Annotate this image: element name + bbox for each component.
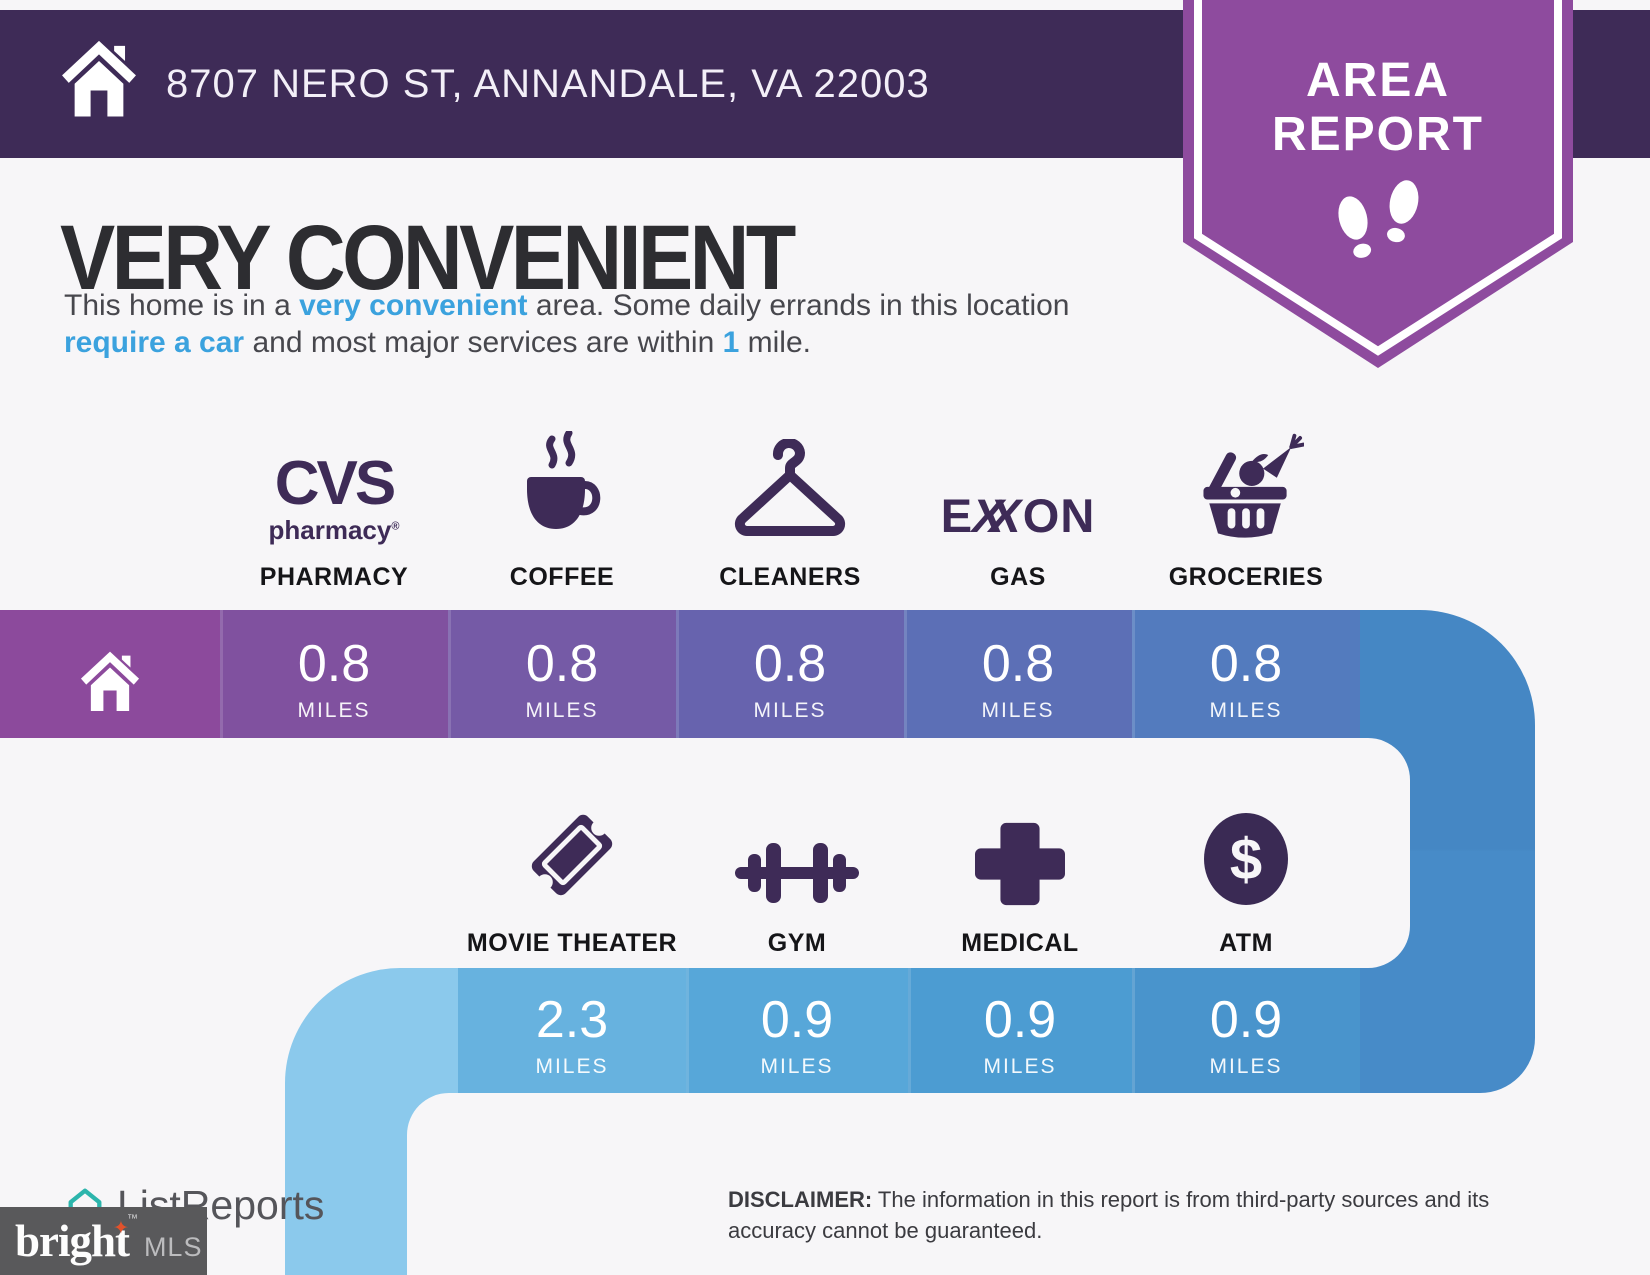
distance-value: 0.9 <box>983 991 1057 1049</box>
badge-title-report: REPORT <box>1272 108 1484 161</box>
desc-highlight-one: 1 <box>722 326 740 359</box>
distance-unit: MILES <box>981 698 1055 722</box>
distance-unit: MILES <box>1209 698 1283 722</box>
area-report-badge: AREA REPORT <box>1183 0 1573 370</box>
svg-text:$: $ <box>1230 827 1262 892</box>
exxon-letter: ON <box>1022 489 1096 542</box>
desc-text: area. Some daily errands in this locatio… <box>527 289 1070 322</box>
amenity-label: GAS <box>990 563 1046 591</box>
distance-unit: MILES <box>525 698 599 722</box>
distance-value: 0.8 <box>525 634 599 693</box>
distance-unit: MILES <box>535 1055 609 1078</box>
amenity-column-pharmacy: CVS pharmacy® PHARMACY <box>224 408 444 592</box>
hanger-icon <box>728 439 852 543</box>
desc-text: and most major services are within <box>244 326 723 359</box>
distance-cell-pharmacy: 0.8 MILES <box>220 610 448 738</box>
distance-cell-movie-theater: 2.3 MILES <box>458 968 686 1093</box>
distance-value: 0.9 <box>760 991 834 1049</box>
amenity-column-groceries: GROCERIES <box>1136 408 1356 592</box>
desc-text: This home is in a <box>64 289 300 322</box>
amenity-column-movie-theater: MOVIE THEATER <box>462 778 682 958</box>
distance-value: 0.8 <box>753 634 827 693</box>
bright-mls-logo: bright ✦ ™ MLS <box>0 1207 207 1275</box>
footprints-icon <box>1338 180 1419 258</box>
bright-wordmark: bright <box>15 1216 130 1266</box>
distance-cell-atm: 0.9 MILES <box>1132 968 1360 1093</box>
desc-highlight-require-a-car: require a car <box>64 326 245 359</box>
amenity-label: MEDICAL <box>961 929 1079 957</box>
coffee-cup-icon <box>519 431 605 543</box>
distance-unit: MILES <box>1209 1055 1283 1078</box>
distance-cell-gas: 0.8 MILES <box>904 610 1132 738</box>
amenity-column-gym: GYM <box>687 778 907 958</box>
distance-value: 0.9 <box>1209 991 1283 1049</box>
amenity-label: ATM <box>1219 929 1273 957</box>
exxon-letter: E <box>940 489 974 542</box>
desc-highlight-very-convenient: very convenient <box>299 289 528 322</box>
cvs-pharmacy-logo: CVS pharmacy® <box>268 449 400 545</box>
distance-value: 2.3 <box>535 991 609 1049</box>
distance-unit: MILES <box>753 698 827 722</box>
dollar-sign-icon: $ <box>1196 809 1296 909</box>
disclaimer-label: DISCLAIMER: <box>728 1187 873 1212</box>
distance-value: 0.8 <box>981 634 1055 693</box>
amenity-column-gas: E X X ON GAS <box>908 408 1128 592</box>
property-address: 8707 NERO ST, ANNANDALE, VA 22003 <box>166 61 930 106</box>
mls-wordmark: MLS <box>143 1231 203 1262</box>
badge-ribbon-shape <box>1183 0 1573 368</box>
amenity-column-medical: MEDICAL <box>910 778 1130 958</box>
distance-cell-groceries: 0.8 MILES <box>1132 610 1360 738</box>
distance-unit: MILES <box>297 698 371 722</box>
amenity-label: MOVIE THEATER <box>466 929 678 957</box>
distance-cell-cleaners: 0.8 MILES <box>676 610 904 738</box>
distance-cell-gym: 0.9 MILES <box>686 968 908 1093</box>
exxon-logo: E X X ON <box>941 488 1096 543</box>
amenity-column-atm: $ ATM <box>1136 778 1356 958</box>
amenity-column-coffee: COFFEE <box>452 408 672 592</box>
amenity-column-cleaners: CLEANERS <box>680 408 900 592</box>
dumbbell-icon <box>735 837 859 909</box>
disclaimer-text: The information in this report is from t… <box>728 1187 1490 1243</box>
amenity-label: GYM <box>767 929 827 957</box>
distance-cell-medical: 0.9 MILES <box>908 968 1132 1093</box>
movie-ticket-icon <box>518 801 626 909</box>
amenity-label: COFFEE <box>509 563 615 591</box>
amenity-label: GROCERIES <box>1168 563 1324 591</box>
amenity-label: CLEANERS <box>719 563 861 591</box>
distance-cell-coffee: 0.8 MILES <box>448 610 676 738</box>
desc-text: mile. <box>739 326 811 359</box>
bright-tm-mark: ™ <box>126 1213 138 1225</box>
medical-cross-icon <box>975 819 1065 909</box>
grocery-basket-icon <box>1188 427 1304 543</box>
bar-home-cell <box>0 610 220 738</box>
distance-unit: MILES <box>760 1055 834 1078</box>
cvs-pharmacy-word: pharmacy® <box>268 515 400 545</box>
distance-value: 0.8 <box>1209 634 1283 693</box>
badge-title-area: AREA <box>1306 54 1450 107</box>
page-title: VERY CONVENIENT <box>60 207 796 309</box>
disclaimer: DISCLAIMER: The information in this repo… <box>728 1184 1573 1246</box>
amenity-label: PHARMACY <box>259 563 409 591</box>
area-description: This home is in a very convenient area. … <box>64 287 1134 361</box>
home-icon <box>57 32 141 122</box>
home-icon <box>77 644 143 716</box>
bar-corner-cutout-mid <box>0 738 1410 968</box>
bright-star-icon: ✦ <box>113 1217 129 1239</box>
cvs-wordmark: CVS <box>274 449 396 518</box>
distance-value: 0.8 <box>297 634 371 693</box>
bar-corner-cutout-bottom <box>407 1093 1650 1275</box>
distance-unit: MILES <box>983 1055 1057 1078</box>
